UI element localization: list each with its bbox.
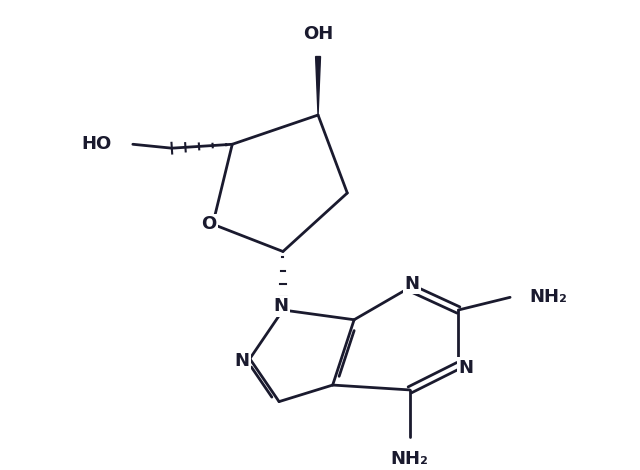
Text: NH₂: NH₂	[529, 288, 568, 306]
Text: OH: OH	[303, 25, 333, 43]
Text: N: N	[234, 352, 250, 370]
Text: HO: HO	[81, 135, 111, 153]
Text: N: N	[459, 359, 474, 376]
Polygon shape	[316, 56, 321, 115]
Text: N: N	[404, 274, 419, 293]
Text: NH₂: NH₂	[391, 450, 429, 469]
Text: N: N	[273, 297, 289, 315]
Text: O: O	[201, 215, 216, 233]
